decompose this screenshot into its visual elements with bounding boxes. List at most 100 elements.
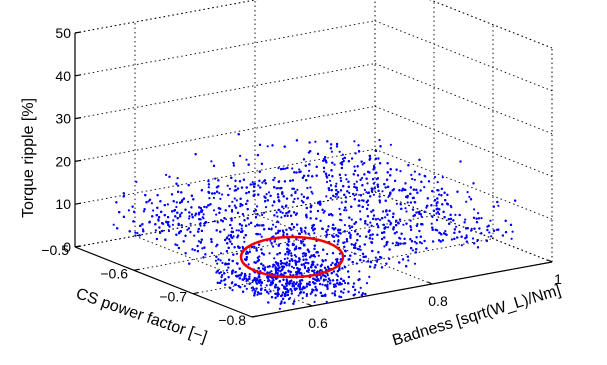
data-point (238, 180, 242, 183)
data-point (279, 259, 282, 263)
data-point (343, 193, 346, 196)
data-point (352, 192, 355, 196)
data-point (118, 211, 121, 214)
data-point (189, 230, 192, 234)
data-point (223, 228, 226, 231)
data-point (358, 204, 361, 207)
data-point (438, 193, 441, 196)
data-point (487, 224, 490, 227)
data-point (262, 224, 265, 227)
data-point (415, 236, 418, 239)
data-point (208, 197, 211, 200)
data-point (376, 177, 379, 180)
data-point (139, 224, 142, 227)
data-point (389, 192, 392, 196)
data-point (309, 210, 312, 213)
data-point (480, 232, 483, 235)
data-point (334, 285, 338, 288)
data-point (389, 143, 392, 146)
data-point (268, 279, 271, 282)
data-point (338, 218, 342, 221)
x-tick (307, 303, 313, 307)
data-point (372, 217, 375, 220)
data-point (464, 218, 467, 221)
data-point (432, 209, 435, 212)
data-point (204, 253, 207, 256)
data-point (214, 259, 217, 262)
data-point (274, 296, 277, 299)
data-point (224, 278, 227, 281)
data-point (225, 237, 228, 240)
data-point (320, 263, 323, 266)
data-point (276, 272, 279, 275)
data-point (465, 200, 468, 203)
data-point (158, 226, 161, 229)
data-point (227, 266, 230, 269)
data-point (277, 199, 280, 202)
data-point (290, 214, 293, 217)
data-point (435, 218, 439, 222)
data-point (336, 270, 339, 273)
data-point (256, 233, 259, 236)
data-point (259, 284, 262, 287)
data-point (372, 214, 376, 217)
data-point (270, 270, 273, 273)
data-point (468, 195, 471, 198)
data-point (277, 166, 280, 170)
data-point (361, 252, 365, 255)
data-point (413, 178, 416, 181)
data-point (228, 205, 231, 208)
data-point (285, 284, 288, 287)
data-point (308, 141, 311, 144)
data-point (351, 157, 354, 160)
data-point (247, 263, 250, 266)
data-point (265, 193, 268, 196)
data-point (465, 234, 468, 237)
data-point (276, 187, 279, 190)
data-point (283, 214, 286, 217)
data-point (477, 217, 481, 220)
data-point (360, 160, 363, 163)
data-point (311, 226, 314, 230)
data-point (359, 218, 362, 221)
data-point (329, 147, 332, 150)
data-point (368, 171, 371, 174)
data-point (180, 211, 183, 214)
data-point (323, 158, 326, 161)
data-point (459, 160, 462, 163)
y-axis-line (74, 246, 253, 318)
data-point (444, 199, 447, 202)
data-point (341, 161, 344, 164)
data-point (274, 283, 277, 286)
data-point (426, 204, 429, 207)
data-point (357, 291, 361, 294)
data-point (310, 291, 314, 294)
data-point (292, 284, 296, 287)
data-point (343, 156, 346, 159)
data-point (245, 158, 248, 161)
data-point (205, 206, 208, 209)
data-point (312, 277, 315, 280)
data-point (331, 214, 334, 217)
data-point (168, 175, 171, 178)
data-point (308, 281, 311, 284)
data-point (255, 287, 258, 290)
data-point (309, 292, 312, 295)
data-point (438, 208, 441, 211)
data-point (480, 217, 483, 220)
data-point (325, 233, 329, 236)
data-point (262, 267, 265, 270)
data-point (336, 243, 339, 246)
data-point (176, 211, 179, 214)
data-point (465, 236, 468, 239)
data-point (260, 281, 263, 284)
data-point (268, 265, 271, 268)
data-point (383, 236, 386, 239)
data-point (378, 199, 381, 202)
data-point (363, 173, 366, 176)
data-point (313, 269, 316, 272)
data-point (352, 282, 356, 285)
data-point (276, 215, 279, 218)
data-point (431, 228, 434, 231)
data-point (177, 223, 180, 226)
